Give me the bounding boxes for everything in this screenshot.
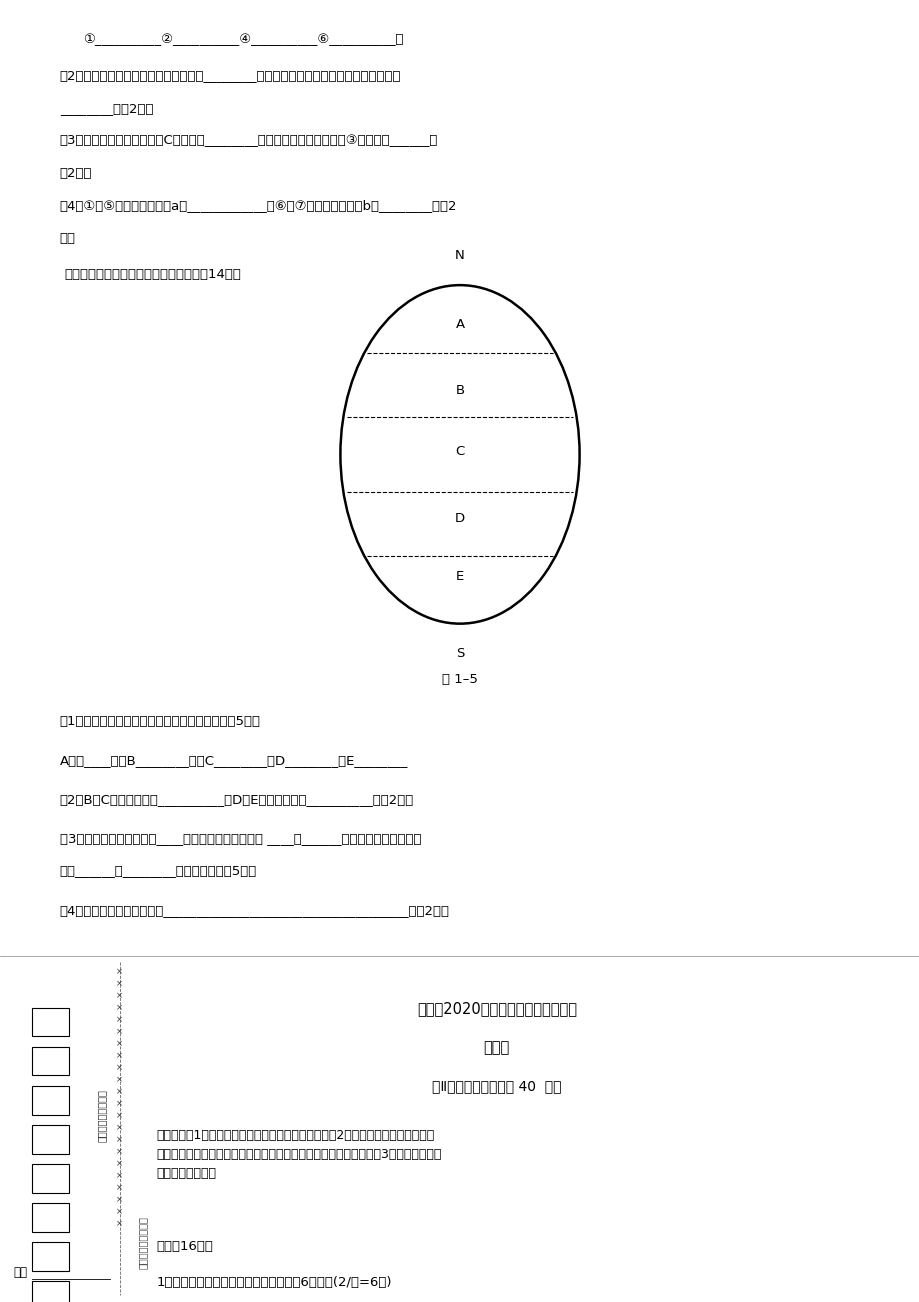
Text: 图 1–5: 图 1–5 xyxy=(442,673,477,686)
Text: ×: × xyxy=(116,1099,123,1108)
Text: 名：: 名： xyxy=(14,1266,28,1279)
Text: ×: × xyxy=(116,991,123,1000)
Text: ①__________②__________④__________⑥__________。: ①__________②__________④__________⑥______… xyxy=(83,33,403,46)
FancyBboxPatch shape xyxy=(32,1086,69,1115)
Text: ________。（2分）: ________。（2分） xyxy=(60,102,153,115)
Text: B: B xyxy=(455,384,464,397)
Text: （3）北极圈以北是一片海洋C，名称是________，南极圈以南是一块陆地③，名称是______。: （3）北极圈以北是一片海洋C，名称是________，南极圈以南是一块陆地③，名… xyxy=(60,134,437,147)
Text: ×: × xyxy=(116,1027,123,1036)
Text: ×: × xyxy=(116,1135,123,1144)
Text: （2分）: （2分） xyxy=(60,167,92,180)
Text: D: D xyxy=(454,512,465,525)
Text: ×: × xyxy=(116,1220,123,1228)
Text: ×: × xyxy=(116,1147,123,1156)
Text: 密封线以内不能答题: 密封线以内不能答题 xyxy=(96,1090,106,1142)
Text: 地　理: 地 理 xyxy=(483,1040,509,1056)
Text: C: C xyxy=(455,444,464,457)
Text: 的是______、________。（填字母）（5分）: 的是______、________。（填字母）（5分） xyxy=(60,865,256,878)
FancyBboxPatch shape xyxy=(32,1008,69,1036)
Text: N: N xyxy=(455,249,464,262)
Text: S: S xyxy=(455,647,464,660)
FancyBboxPatch shape xyxy=(32,1242,69,1271)
Text: ×: × xyxy=(116,1124,123,1133)
Text: ×: × xyxy=(116,1039,123,1048)
Text: ×: × xyxy=(116,1062,123,1072)
Text: 四、读五带分布图，回答下列各题：（14分）: 四、读五带分布图，回答下列各题：（14分） xyxy=(64,268,241,281)
Text: ×: × xyxy=(116,1051,123,1060)
Text: 密封线以内不能答题: 密封线以内不能答题 xyxy=(138,1216,147,1269)
Text: （2）B与C之间的界线是__________，D与E之间的界线是__________。（2分）: （2）B与C之间的界线是__________，D与E之间的界线是________… xyxy=(60,793,414,806)
FancyBboxPatch shape xyxy=(32,1203,69,1232)
FancyBboxPatch shape xyxy=(32,1281,69,1302)
Text: ×: × xyxy=(116,967,123,975)
FancyBboxPatch shape xyxy=(32,1125,69,1154)
Text: ×: × xyxy=(116,1207,123,1216)
Text: A＿．____　　B________　　C________　D________　E________: A＿．____ B________ C________ D________ E_… xyxy=(60,754,408,767)
Text: ×: × xyxy=(116,1195,123,1204)
Text: ×: × xyxy=(116,1172,123,1181)
Text: ×: × xyxy=(116,1003,123,1012)
Text: 市二中2020级初一学年上期期中考试: 市二中2020级初一学年上期期中考试 xyxy=(416,1001,576,1017)
Text: 1、读右面的等高线地形图，完成题目（6分）；(2/空=6分): 1、读右面的等高线地形图，完成题目（6分）；(2/空=6分) xyxy=(156,1276,391,1289)
Text: ×: × xyxy=(116,1014,123,1023)
FancyBboxPatch shape xyxy=(32,1047,69,1075)
Text: （2）就东西半球来说，陆地主要分布在________半球。就南北半球来说，海洋主要分布在: （2）就东西半球来说，陆地主要分布在________半球。就南北半球来说，海洋主… xyxy=(60,69,401,82)
Text: （1）填写出图中各字母所代表的五带的名称：（5分）: （1）填写出图中各字母所代表的五带的名称：（5分） xyxy=(60,715,260,728)
Text: （4）①与⑤大洲的分界线为a：____________。⑥与⑦大洲的分界线为b：________。（2: （4）①与⑤大洲的分界线为a：____________。⑥与⑦大洲的分界线为b：… xyxy=(60,199,457,212)
Text: ×: × xyxy=(116,1087,123,1096)
Text: ×: × xyxy=(116,1075,123,1085)
Text: 二、（16分）: 二、（16分） xyxy=(156,1240,213,1253)
Text: ×: × xyxy=(116,1111,123,1120)
Text: （4）、五带划分的依据是：_____________________________________。（2分）: （4）、五带划分的依据是：___________________________… xyxy=(60,904,449,917)
Text: 温馨提示：1、答卷前请将密封线内的项目填写清楚。2、请用蓝（黑）墨水的钢笔
或蓝（黑）笔芯的圆珠笔或中性笔将答案工整、清晰地写在试卷上。3、考试结束后，
将本答: 温馨提示：1、答卷前请将密封线内的项目填写清楚。2、请用蓝（黑）墨水的钢笔 或蓝… xyxy=(156,1129,441,1180)
FancyBboxPatch shape xyxy=(32,1164,69,1193)
Text: E: E xyxy=(456,570,463,583)
Text: ×: × xyxy=(116,979,123,988)
Text: ×: × xyxy=(116,1159,123,1168)
Text: 分）: 分） xyxy=(60,232,75,245)
Text: A: A xyxy=(455,318,464,331)
Text: （3）有太阳直射头顶的是____，有极昼极夜现象的是 ____、______，一年中四季变化明显: （3）有太阳直射头顶的是____，有极昼极夜现象的是 ____、______，一… xyxy=(60,832,421,845)
Text: ×: × xyxy=(116,1184,123,1193)
Text: 第Ⅱ卷（非选择题，共 40  分）: 第Ⅱ卷（非选择题，共 40 分） xyxy=(432,1079,561,1094)
